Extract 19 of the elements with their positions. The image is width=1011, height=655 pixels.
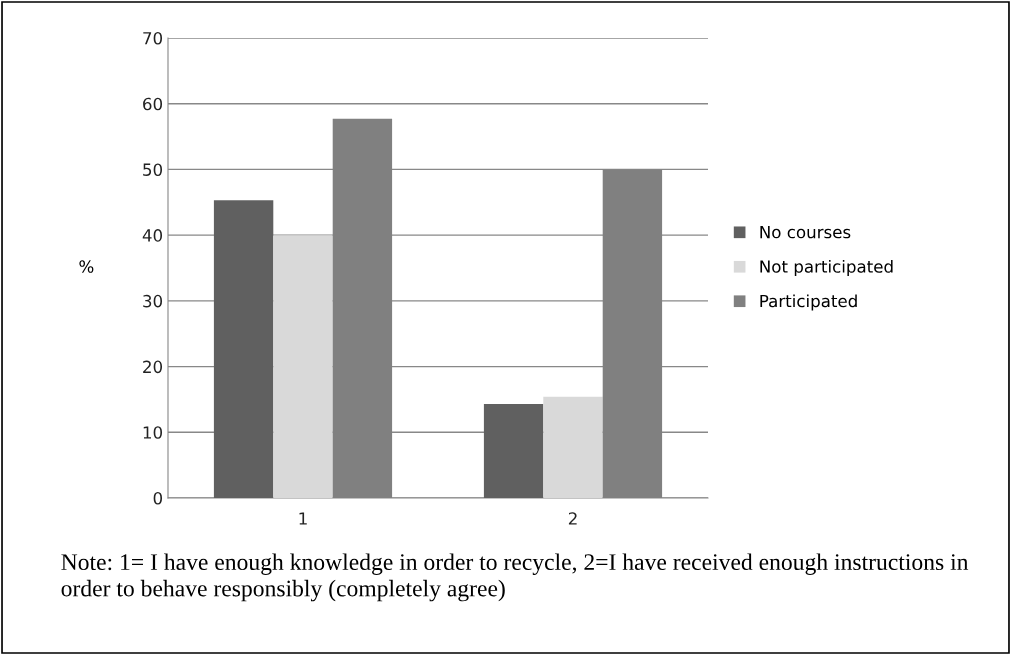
bar	[543, 396, 603, 498]
y-tick-label: 40	[142, 229, 163, 242]
bar	[213, 200, 274, 498]
bar	[483, 404, 544, 498]
bar	[273, 235, 333, 498]
x-tick-label: 2	[568, 512, 577, 525]
y-tick-label: 60	[143, 97, 163, 111]
text: Note: 1= I have enough knowledge in order to recycle, 2=I have received enough instructions in order to behave responsibly (completely agree)	[61, 553, 969, 602]
y-axis-title: %	[79, 260, 94, 273]
y-tick-label: 0	[153, 491, 163, 505]
legend-label: Participated	[760, 294, 857, 311]
legend-label: Not participated	[760, 259, 893, 277]
y-tick-label: 50	[143, 163, 163, 176]
y-tick-label: 10	[143, 426, 163, 439]
y-tick-label: 30	[143, 294, 163, 308]
y-tick-label: 70	[143, 31, 163, 45]
legend-label: No courses	[760, 225, 851, 239]
y-tick-label: 20	[143, 360, 163, 374]
x-tick-label: 1	[299, 512, 307, 525]
